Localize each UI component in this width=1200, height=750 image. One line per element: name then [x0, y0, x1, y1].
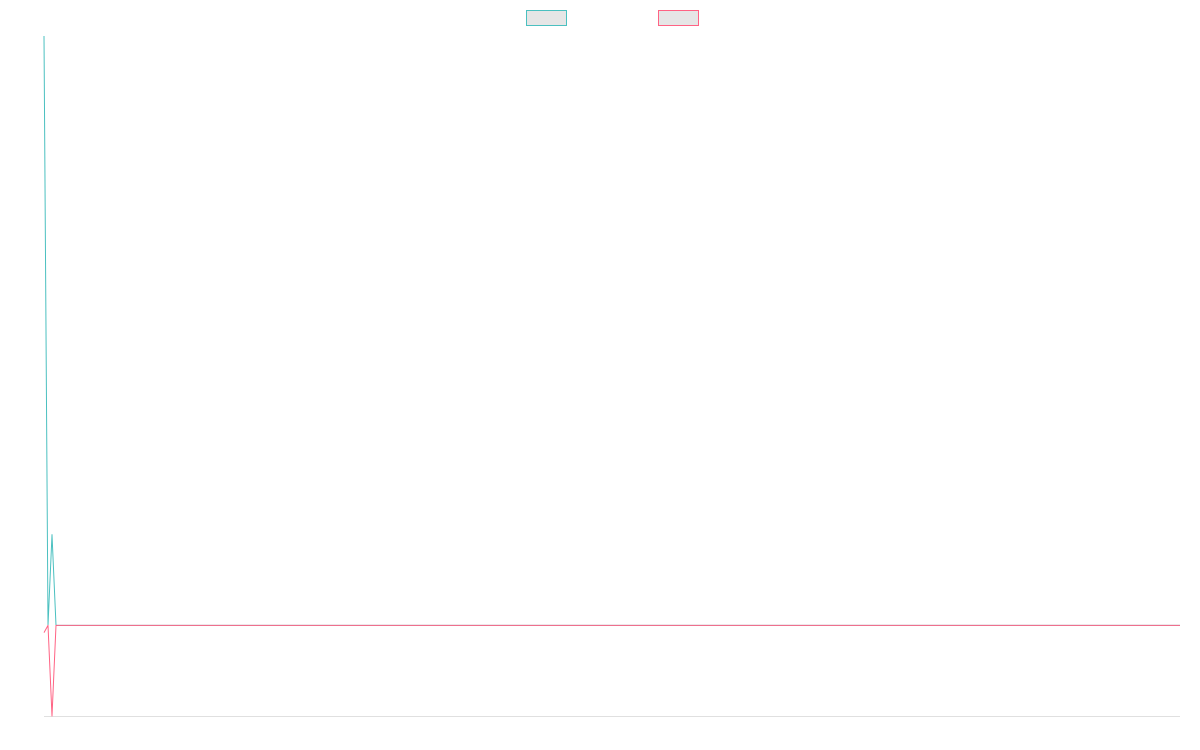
series-line [43, 35, 1180, 626]
legend-swatch[interactable] [658, 10, 699, 26]
legend-swatch[interactable] [526, 10, 567, 26]
series-line [43, 624, 1180, 717]
